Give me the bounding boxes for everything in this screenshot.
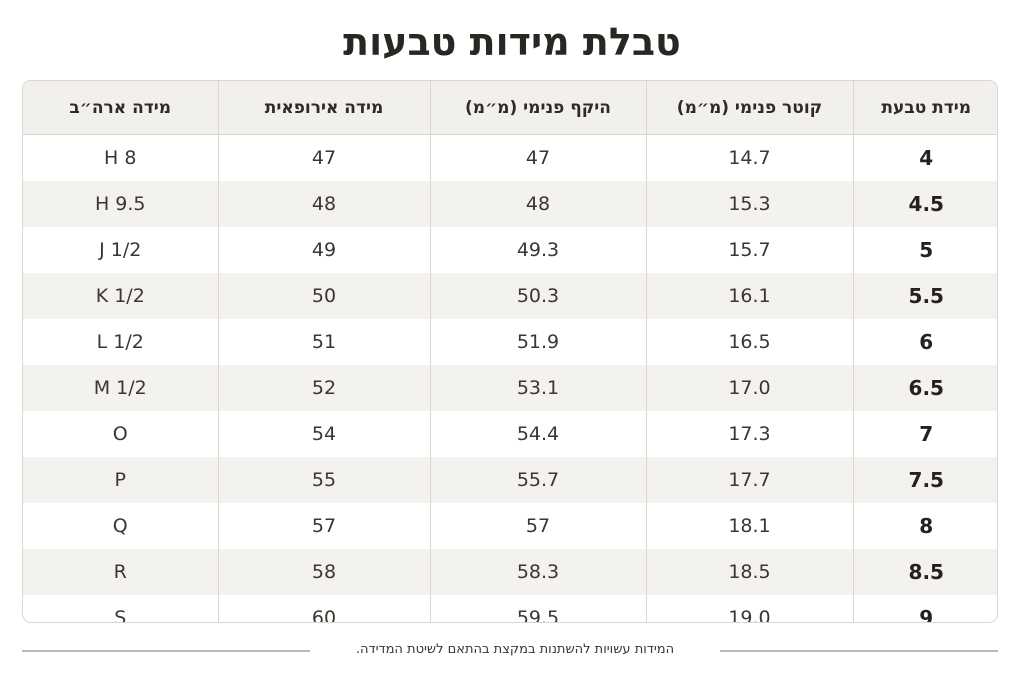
inner-diameter-cell: 16.5 bbox=[645, 319, 853, 365]
ring-size-cell: 9 bbox=[852, 595, 997, 622]
ring-size-cell: 4.5 bbox=[852, 181, 997, 227]
divider-line bbox=[22, 650, 310, 652]
header-us-size: מידה ארה״ב bbox=[23, 81, 218, 135]
header-inner-diameter: קוטר פנימי (מ״מ) bbox=[645, 81, 853, 135]
european-size-cell: 57 bbox=[217, 503, 430, 549]
us-size-cell: J 1/2 bbox=[99, 239, 142, 261]
header-inner-circumference: היקף פנימי (מ״מ) bbox=[429, 81, 646, 135]
table-row: 8.5 18.5 58.3 58 R bbox=[23, 549, 997, 595]
european-size-cell: 50 bbox=[217, 273, 430, 319]
header-european-size: מידה אירופאית bbox=[217, 81, 430, 135]
ring-size-cell: 5.5 bbox=[852, 273, 997, 319]
footer: המידות עשויות להשתנות במקצת בהתאם לשיטת … bbox=[22, 640, 998, 660]
footer-note: המידות עשויות להשתנות במקצת בהתאם לשיטת … bbox=[355, 642, 675, 657]
inner-circumference-cell: 49.3 bbox=[429, 227, 646, 273]
table-row: 4 14.7 47 47 H 8 bbox=[23, 134, 997, 181]
page-title: טבלת מידות טבעות bbox=[343, 20, 681, 64]
european-size-cell: 52 bbox=[217, 365, 430, 411]
inner-diameter-cell: 18.5 bbox=[645, 549, 853, 595]
inner-circumference-cell: 58.3 bbox=[429, 549, 646, 595]
inner-circumference-cell: 51.9 bbox=[429, 319, 646, 365]
inner-diameter-cell: 17.0 bbox=[645, 365, 853, 411]
inner-diameter-cell: 14.7 bbox=[645, 134, 853, 181]
us-size-cell: M 1/2 bbox=[23, 365, 218, 411]
ring-size-cell: 8 bbox=[852, 503, 997, 549]
table-row: 4.5 15.3 48 48 H 9.5 bbox=[23, 181, 997, 227]
us-size-cell: H 9.5 bbox=[23, 181, 218, 227]
us-size-cell: K 1/2 bbox=[23, 273, 218, 319]
european-size-cell: 55 bbox=[217, 457, 430, 503]
table-header-row: מידת טבעת קוטר פנימי (מ״מ) היקף פנימי (מ… bbox=[23, 81, 997, 135]
ring-size-cell: 8.5 bbox=[852, 549, 997, 595]
us-size-cell: L 1/2 bbox=[96, 331, 144, 353]
ring-size-cell: 6 bbox=[852, 319, 997, 365]
european-size-cell: 48 bbox=[217, 181, 430, 227]
european-size-cell: 60 bbox=[217, 595, 430, 622]
table-row: 8 18.1 57 57 Q bbox=[23, 503, 997, 549]
ring-size-table: מידת טבעת קוטר פנימי (מ״מ) היקף פנימי (מ… bbox=[22, 80, 998, 623]
table-row: 5.5 16.1 50.3 50 K 1/2 bbox=[23, 273, 997, 319]
us-size-cell: P bbox=[23, 457, 218, 503]
inner-diameter-cell: 15.7 bbox=[645, 227, 853, 273]
table-row: 7.5 17.7 55.7 55 P bbox=[23, 457, 997, 503]
us-size-cell: Q bbox=[112, 515, 128, 537]
ring-size-cell: 7 bbox=[852, 411, 997, 457]
ring-size-cell: 6.5 bbox=[852, 365, 997, 411]
divider-line bbox=[720, 650, 998, 652]
inner-diameter-cell: 16.1 bbox=[645, 273, 853, 319]
inner-diameter-cell: 17.7 bbox=[645, 457, 853, 503]
european-size-cell: 58 bbox=[217, 549, 430, 595]
header-ring-size: מידת טבעת bbox=[852, 81, 997, 135]
european-size-cell: 51 bbox=[217, 319, 430, 365]
inner-circumference-cell: 57 bbox=[429, 503, 646, 549]
ring-size-cell: 7.5 bbox=[852, 457, 997, 503]
inner-diameter-cell: 15.3 bbox=[645, 181, 853, 227]
ring-size-cell: 5 bbox=[852, 227, 997, 273]
european-size-cell: 54 bbox=[217, 411, 430, 457]
inner-circumference-cell: 48 bbox=[429, 181, 646, 227]
us-size-cell: S bbox=[114, 607, 127, 623]
inner-circumference-cell: 47 bbox=[429, 134, 646, 181]
european-size-cell: 49 bbox=[217, 227, 430, 273]
inner-diameter-cell: 18.1 bbox=[645, 503, 853, 549]
table-row: 7 17.3 54.4 54 O bbox=[23, 411, 997, 457]
inner-circumference-cell: 54.4 bbox=[429, 411, 646, 457]
inner-diameter-cell: 19.0 bbox=[645, 595, 853, 622]
us-size-cell: R bbox=[23, 549, 218, 595]
inner-circumference-cell: 50.3 bbox=[429, 273, 646, 319]
table-row: 6.5 17.0 53.1 52 M 1/2 bbox=[23, 365, 997, 411]
table-row: 9 19.0 59.5 60 S bbox=[23, 595, 997, 623]
european-size-cell: 47 bbox=[217, 134, 430, 181]
table-row: 6 16.5 51.9 51 L 1/2 bbox=[23, 319, 997, 365]
ring-size-cell: 4 bbox=[852, 134, 997, 181]
inner-circumference-cell: 53.1 bbox=[429, 365, 646, 411]
inner-circumference-cell: 55.7 bbox=[429, 457, 646, 503]
us-size-cell: O bbox=[112, 423, 128, 445]
table-row: 5 15.7 49.3 49 J 1/2 bbox=[23, 227, 997, 273]
inner-circumference-cell: 59.5 bbox=[429, 595, 646, 622]
us-size-cell: H 8 bbox=[104, 147, 137, 169]
inner-diameter-cell: 17.3 bbox=[645, 411, 853, 457]
